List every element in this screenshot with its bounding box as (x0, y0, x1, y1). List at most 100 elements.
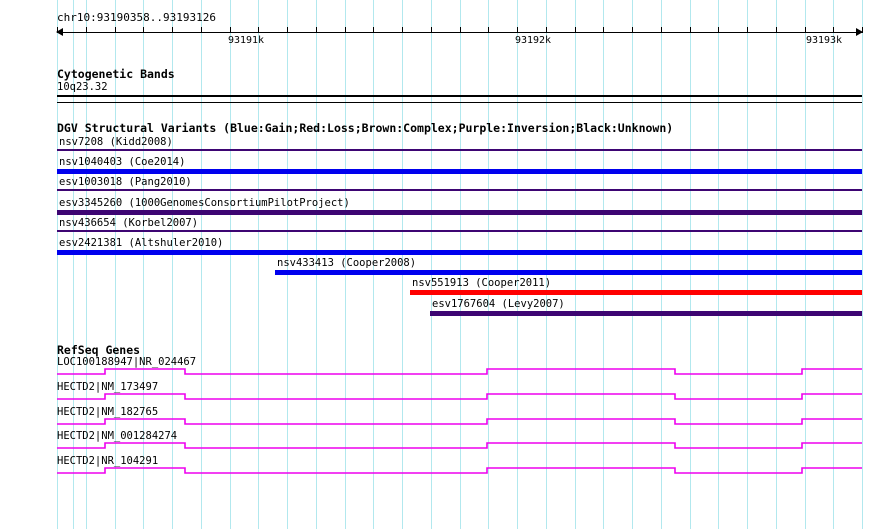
gridline (172, 0, 173, 529)
ruler-tick (287, 27, 288, 33)
dgv-variant-bar[interactable] (57, 149, 862, 151)
dgv-variant-label[interactable]: esv2421381 (Altshuler2010) (59, 237, 224, 249)
ruler-tick (661, 27, 662, 33)
refseq-gene-label[interactable]: HECTD2|NR_104291 (57, 455, 159, 468)
ruler-tick (805, 27, 806, 33)
ruler-tick (460, 27, 461, 33)
gridline (517, 0, 518, 529)
dgv-variant-bar[interactable] (275, 270, 862, 276)
gridline (287, 0, 288, 529)
dgv-variant-bar[interactable] (410, 290, 862, 296)
ruler-tick (488, 27, 489, 33)
gridline (143, 0, 144, 529)
gridline (373, 0, 374, 529)
dgv-variant-bar[interactable] (57, 169, 862, 175)
refseq-gene-model[interactable] (57, 367, 862, 377)
ruler-tick-label: 93192k (514, 35, 552, 46)
ruler-tick (201, 27, 202, 33)
ruler-tick (862, 27, 863, 33)
dgv-variant-bar[interactable] (57, 250, 862, 255)
dgv-variant-bar[interactable] (430, 310, 862, 316)
gridline (460, 0, 461, 529)
gridline (431, 0, 432, 529)
ruler-tick (776, 27, 777, 33)
gridline (575, 0, 576, 529)
gridline (862, 0, 863, 529)
cytoband-value: 10q23.32 (57, 81, 108, 93)
ruler-tick (546, 27, 547, 33)
ruler-tick (690, 27, 691, 33)
dgv-variant-bar[interactable] (57, 229, 862, 232)
ruler-tick (86, 27, 87, 33)
dgv-variant-label[interactable]: nsv1040403 (Coe2014) (59, 156, 186, 169)
gridline (661, 0, 662, 529)
dgv-variant-bar[interactable] (57, 209, 862, 215)
gridline (833, 0, 834, 529)
gridline (402, 0, 403, 529)
refseq-gene-model[interactable] (57, 392, 862, 402)
gridline (86, 0, 87, 529)
ruler-tick (718, 27, 719, 33)
gridline (632, 0, 633, 529)
dgv-variant-label[interactable]: nsv433413 (Cooper2008) (277, 257, 417, 270)
cytoband-section-title: Cytogenetic Bands (57, 67, 175, 81)
ruler-tick (345, 27, 346, 33)
dgv-variant-bar[interactable] (57, 189, 862, 192)
ruler-tick (747, 27, 748, 33)
ruler-right-arrow-icon (856, 28, 863, 36)
dgv-variant-label[interactable]: esv3345260 (1000GenomesConsortiumPilotPr… (59, 196, 350, 209)
ruler-tick (230, 27, 231, 33)
gridline (316, 0, 317, 529)
gene-line (57, 467, 862, 474)
ruler-tick-label: 93193k (805, 35, 843, 46)
refseq-gene-label[interactable]: HECTD2|NM_173497 (57, 380, 159, 393)
gene-line (57, 442, 862, 450)
refseq-gene-label[interactable]: HECTD2|NM_182765 (57, 405, 159, 418)
dgv-variant-label[interactable]: nsv436654 (Korbel2007) (59, 216, 199, 229)
gridline (488, 0, 489, 529)
ruler-axis-line (57, 32, 862, 33)
ruler-left-arrow-icon (56, 28, 63, 36)
ruler-tick (603, 27, 604, 33)
ruler-tick (632, 27, 633, 33)
gridline (776, 0, 777, 529)
refseq-gene-label[interactable]: HECTD2|NM_001284274 (57, 430, 178, 443)
gridline (57, 0, 58, 529)
gridline (546, 0, 547, 529)
dgv-variant-label[interactable]: nsv551913 (Cooper2011) (412, 277, 552, 290)
gridline (805, 0, 806, 529)
refseq-gene-model[interactable] (57, 417, 862, 427)
gridline (258, 0, 259, 529)
refseq-gene-model[interactable] (57, 441, 862, 451)
gridline (201, 0, 202, 529)
gene-line (57, 368, 862, 375)
ruler-tick (57, 27, 58, 33)
ruler-tick (172, 27, 173, 33)
dgv-variant-label[interactable]: esv1003018 (Pang2010) (59, 176, 192, 189)
gridline (230, 0, 231, 529)
ruler-tick (115, 27, 116, 33)
refseq-gene-label[interactable]: LOC100188947|NR_024467 (57, 356, 197, 368)
ruler-tick-label: 93191k (227, 35, 265, 46)
ruler-tick (402, 27, 403, 33)
gridline (345, 0, 346, 529)
gene-line (57, 417, 862, 425)
gridline (73, 0, 74, 529)
gridline (747, 0, 748, 529)
ruler-tick (373, 27, 374, 33)
dgv-variant-label[interactable]: nsv7208 (Kidd2008) (59, 136, 173, 148)
gridline (603, 0, 604, 529)
locus-label: chr10:93190358..93193126 (57, 11, 216, 24)
dgv-section-title: DGV Structural Variants (Blue:Gain;Red:L… (57, 121, 674, 135)
ruler-tick (833, 27, 834, 33)
ruler-tick (316, 27, 317, 33)
cytoband-divider (57, 102, 862, 103)
refseq-gene-model[interactable] (57, 466, 862, 476)
gridline (690, 0, 691, 529)
ruler-tick (575, 27, 576, 33)
gridline (115, 0, 116, 529)
gene-line (57, 392, 862, 400)
gridline (718, 0, 719, 529)
dgv-variant-label[interactable]: esv1767604 (Levy2007) (432, 297, 565, 310)
